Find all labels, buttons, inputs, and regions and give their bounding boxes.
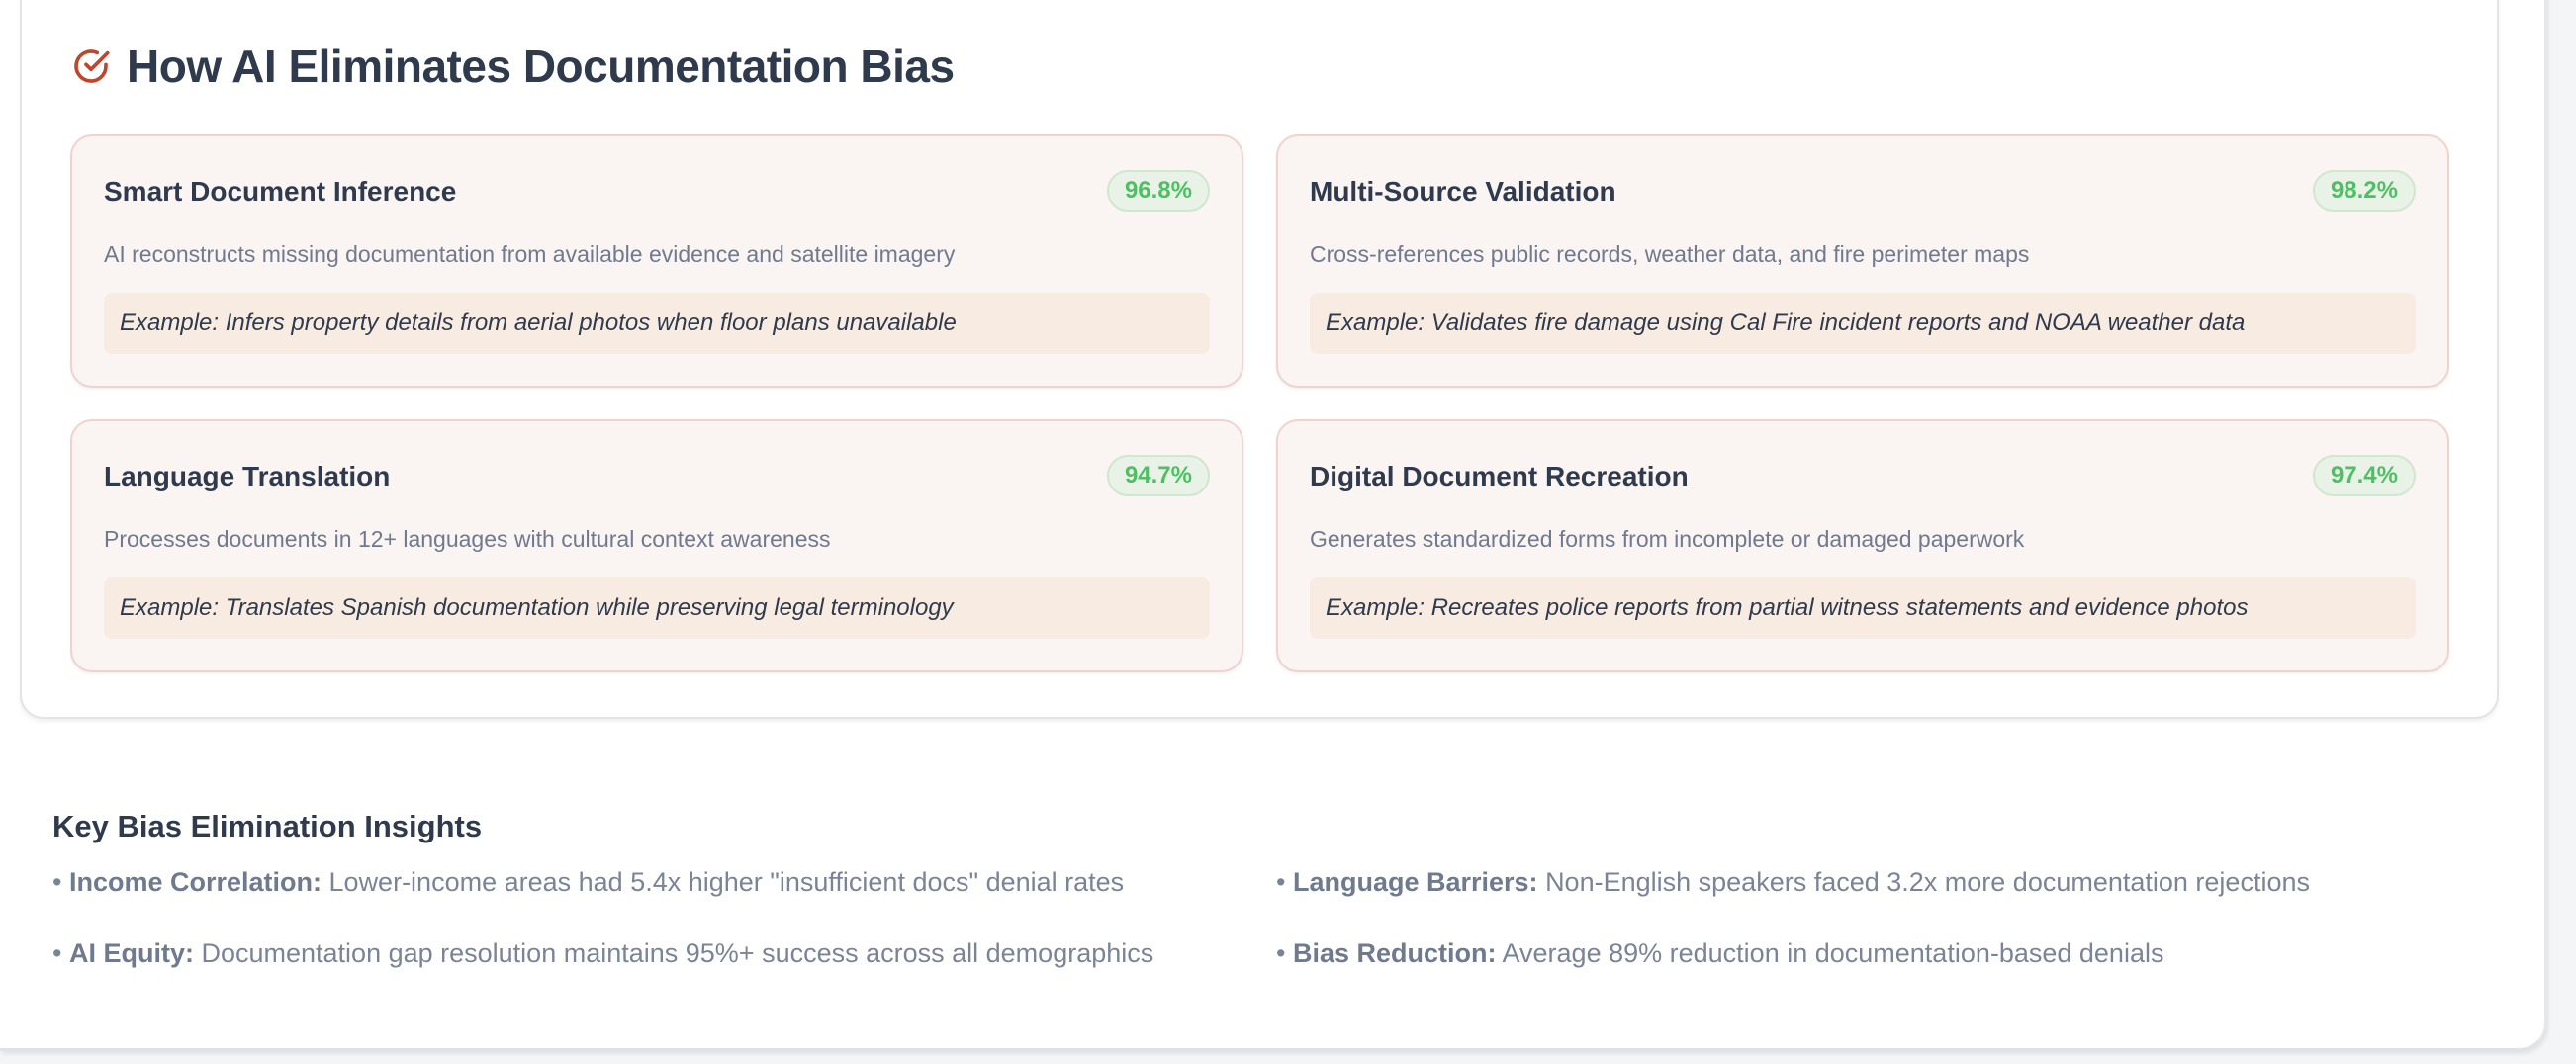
insight-label: Language Barriers: [1292, 867, 1538, 897]
method-card: Language Translation 94.7% Processes doc… [70, 419, 1243, 672]
section-header: How AI Eliminates Documentation Bias [71, 40, 955, 93]
section-title: How AI Eliminates Documentation Bias [127, 41, 955, 92]
card-description: Cross-references public records, weather… [1310, 241, 2030, 267]
insight-text: Documentation gap resolution maintains 9… [201, 938, 1154, 968]
insight-label: AI Equity: [68, 938, 194, 968]
insight-item: • Language Barriers: Non-English speaker… [1276, 867, 2310, 897]
success-rate-badge: 94.7% [1106, 455, 1210, 496]
insight-item: • Bias Reduction: Average 89% reduction … [1276, 938, 2164, 968]
card-example: Example: Validates fire damage using Cal… [1310, 293, 2416, 354]
card-description: AI reconstructs missing documentation fr… [104, 241, 956, 267]
insight-text: Non-English speakers faced 3.2x more doc… [1545, 867, 2310, 897]
success-rate-badge: 97.4% [2312, 455, 2416, 496]
card-title: Smart Document Inference [104, 176, 457, 207]
insight-item: • Income Correlation: Lower-income areas… [52, 867, 1125, 897]
success-rate-badge: 98.2% [2312, 170, 2416, 212]
insights-title: Key Bias Elimination Insights [52, 809, 483, 843]
check-circle-icon [74, 49, 110, 83]
method-card: Digital Document Recreation 97.4% Genera… [1276, 419, 2449, 672]
insight-label: Income Correlation: [68, 867, 322, 897]
method-card: Multi-Source Validation 98.2% Cross-refe… [1276, 134, 2449, 388]
card-description: Generates standardized forms from incomp… [1310, 526, 2025, 552]
card-title: Multi-Source Validation [1310, 176, 1616, 207]
card-description: Processes documents in 12+ languages wit… [104, 526, 831, 552]
card-example: Example: Recreates police reports from p… [1310, 577, 2416, 639]
insight-text: Average 89% reduction in documentation-b… [1502, 938, 2164, 968]
insight-text: Lower-income areas had 5.4x higher "insu… [328, 867, 1125, 897]
card-title: Digital Document Recreation [1310, 461, 1689, 491]
insight-item: • AI Equity: Documentation gap resolutio… [52, 938, 1154, 968]
card-example: Example: Infers property details from ae… [104, 293, 1210, 354]
card-title: Language Translation [104, 461, 391, 491]
success-rate-badge: 96.8% [1106, 170, 1210, 212]
card-example: Example: Translates Spanish documentatio… [104, 577, 1210, 639]
insight-label: Bias Reduction: [1292, 938, 1497, 968]
method-card: Smart Document Inference 96.8% AI recons… [70, 134, 1243, 388]
